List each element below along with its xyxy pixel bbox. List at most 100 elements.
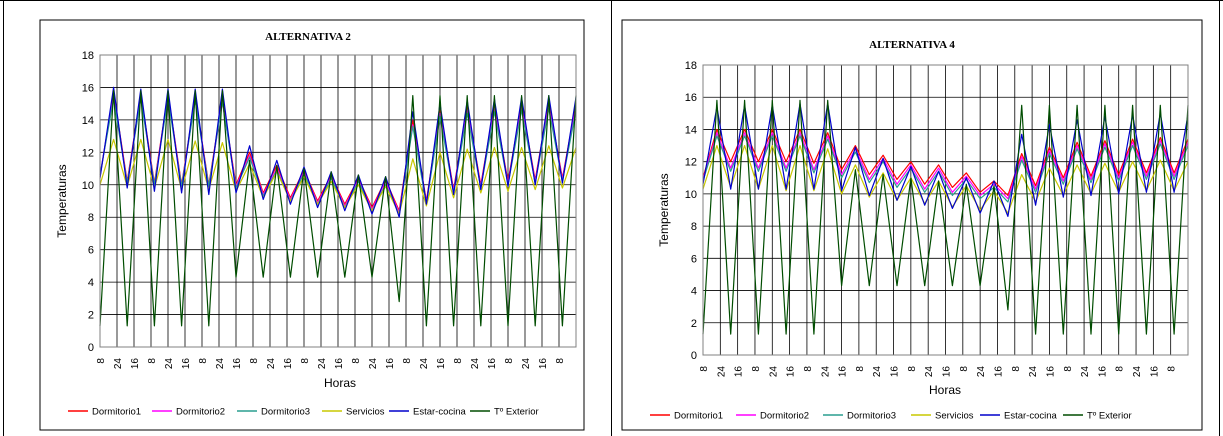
- x-tick-label: 16: [487, 358, 498, 370]
- x-tick-label: 24: [820, 366, 831, 378]
- x-tick-label: 24: [368, 358, 379, 370]
- x-tick-label: 16: [436, 358, 447, 370]
- y-tick-label: 2: [691, 318, 697, 330]
- y-tick-labels: 0 2 4 6 8 10 12 14 16 18: [82, 50, 94, 354]
- x-tick-label: 24: [1080, 366, 1091, 378]
- x-tick-label: 24: [215, 358, 226, 370]
- x-tick-label: 24: [470, 358, 481, 370]
- x-tick-label: 16: [1045, 366, 1056, 378]
- x-tick-label: 24: [976, 366, 987, 378]
- legend: Dormitorio1 Dormitorio2 Dormitorio3 Servici…: [68, 407, 539, 418]
- x-tick-label: 8: [855, 366, 866, 372]
- legend-label: Servicios: [935, 411, 974, 422]
- plot-frame: [99, 54, 577, 348]
- x-tick-label: 16: [838, 366, 849, 378]
- legend-label: Tº Exterior: [494, 407, 539, 418]
- x-tick-labels: 8 24 16 8 24 16 8 24 16 8 24 16 8 24 16 8 24 16 8 24 16 8 24 16…: [699, 366, 1178, 378]
- x-tick-label: 16: [890, 366, 901, 378]
- y-tick-label: 10: [685, 189, 697, 201]
- x-tick-label: 16: [1149, 366, 1160, 378]
- x-tick-label: 8: [1011, 366, 1022, 372]
- x-tick-labels: 8 24 16 8 24 16 8 24 16 8 24 16 8 24 16 8 24 16 8 24 16 8 24 16…: [96, 358, 566, 370]
- y-tick-label: 8: [691, 221, 697, 233]
- x-tick-label: 24: [113, 358, 124, 370]
- plot-frame: [702, 64, 1189, 356]
- legend-label: Dormitorio3: [847, 411, 896, 422]
- x-tick-label: 16: [385, 358, 396, 370]
- x-tick-label: 8: [96, 358, 107, 364]
- legend-label: Dormitorio1: [92, 407, 141, 418]
- x-tick-label: 24: [164, 358, 175, 370]
- x-tick-label: 16: [334, 358, 345, 370]
- x-tick-label: 8: [300, 358, 311, 364]
- x-tick-label: 24: [1028, 366, 1039, 378]
- chart-area: [39, 19, 585, 431]
- chart-title: ALTERNATIVA 2: [265, 31, 351, 43]
- x-tick-label: 16: [734, 366, 745, 378]
- y-tick-label: 0: [691, 350, 697, 362]
- x-tick-label: 16: [283, 358, 294, 370]
- x-tick-label: 24: [768, 366, 779, 378]
- y-tick-label: 12: [82, 147, 94, 159]
- y-tick-label: 12: [685, 157, 697, 169]
- y-tick-label: 16: [685, 92, 697, 104]
- y-tick-label: 2: [88, 310, 94, 322]
- y-tick-label: 14: [685, 124, 697, 136]
- series-line-3: [99, 138, 577, 215]
- y-tick-label: 0: [88, 342, 94, 354]
- legend-label: Dormitorio3: [261, 407, 310, 418]
- y-tick-label: 18: [82, 50, 94, 62]
- chart-title: ALTERNATIVA 4: [869, 39, 955, 51]
- x-tick-label: 8: [751, 366, 762, 372]
- legend-label: Dormitorio1: [674, 411, 723, 422]
- legend-label: Dormitorio2: [176, 407, 225, 418]
- x-tick-label: 8: [504, 358, 515, 364]
- x-tick-label: 24: [872, 366, 883, 378]
- x-tick-label: 16: [1097, 366, 1108, 378]
- x-tick-label: 8: [1063, 366, 1074, 372]
- legend-label: Dormitorio2: [760, 411, 809, 422]
- y-axis-label: Temperaturas: [657, 173, 671, 246]
- legend-label: Servicios: [346, 407, 385, 418]
- y-tick-label: 6: [88, 245, 94, 257]
- series-lines: [99, 86, 577, 327]
- x-tick-label: 8: [198, 358, 209, 364]
- x-tick-label: 8: [147, 358, 158, 364]
- x-tick-label: 8: [351, 358, 362, 364]
- x-tick-label: 8: [249, 358, 260, 364]
- x-tick-label: 24: [924, 366, 935, 378]
- x-axis-label: Horas: [929, 383, 961, 397]
- y-tick-label: 14: [82, 115, 94, 127]
- x-tick-label: 16: [181, 358, 192, 370]
- series-line-3: [702, 145, 1189, 214]
- x-axis-label: Horas: [324, 376, 356, 390]
- x-tick-label: 8: [699, 366, 710, 372]
- x-tick-label: 16: [942, 366, 953, 378]
- x-tick-label: 16: [232, 358, 243, 370]
- x-tick-label: 8: [959, 366, 970, 372]
- legend: Dormitorio1 Dormitorio2 Dormitorio3 Servici…: [650, 411, 1132, 422]
- series-line-4: [99, 86, 577, 218]
- x-tick-label: 8: [1115, 366, 1126, 372]
- x-tick-label: 16: [786, 366, 797, 378]
- x-tick-label: 24: [521, 358, 532, 370]
- x-tick-label: 16: [538, 358, 549, 370]
- series-line-5: [99, 90, 577, 327]
- y-tick-label: 8: [88, 212, 94, 224]
- series-line-5: [702, 99, 1189, 335]
- x-tick-label: 16: [993, 366, 1004, 378]
- y-tick-label: 4: [691, 286, 697, 298]
- y-tick-label: 4: [88, 277, 94, 289]
- x-tick-label: 8: [803, 366, 814, 372]
- legend-label: Tº Exterior: [1087, 411, 1132, 422]
- series-lines: [702, 99, 1189, 335]
- legend-label: Estar-cocina: [1004, 411, 1058, 422]
- y-tick-label: 16: [82, 82, 94, 94]
- x-tick-label: 8: [907, 366, 918, 372]
- x-tick-label: 24: [317, 358, 328, 370]
- x-tick-label: 24: [1132, 366, 1143, 378]
- x-tick-label: 24: [419, 358, 430, 370]
- x-tick-label: 24: [266, 358, 277, 370]
